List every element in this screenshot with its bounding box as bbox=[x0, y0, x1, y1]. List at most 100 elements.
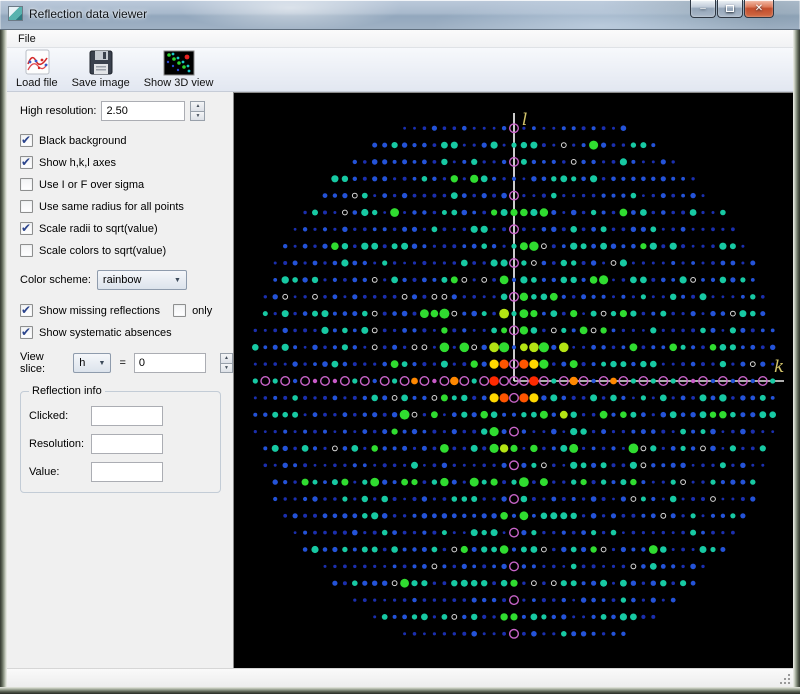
reflection-dot[interactable] bbox=[363, 362, 367, 366]
reflection-dot[interactable] bbox=[472, 143, 476, 147]
reflection-dot[interactable] bbox=[612, 497, 615, 501]
reflection-dot[interactable] bbox=[441, 614, 448, 620]
reflection-dot[interactable] bbox=[391, 142, 398, 149]
reflection-dot[interactable] bbox=[519, 242, 528, 251]
reflection-dot[interactable] bbox=[353, 412, 357, 417]
reflection-dot[interactable] bbox=[491, 209, 498, 216]
reflection-dot[interactable] bbox=[522, 194, 526, 198]
reflection-dot[interactable] bbox=[571, 395, 576, 400]
reflection-dot[interactable] bbox=[481, 513, 487, 519]
reflection-dot[interactable] bbox=[273, 496, 278, 502]
reflection-dot[interactable] bbox=[670, 479, 676, 485]
reflection-dot[interactable] bbox=[353, 497, 357, 501]
reflection-dot[interactable] bbox=[431, 411, 438, 419]
reflection-dot[interactable] bbox=[581, 159, 586, 165]
reflection-dot[interactable] bbox=[721, 329, 725, 332]
reflection-dot[interactable] bbox=[601, 345, 606, 350]
reflection-dot[interactable] bbox=[342, 429, 347, 434]
reflection-dot[interactable] bbox=[581, 546, 587, 553]
reflection-dot[interactable] bbox=[701, 345, 705, 350]
reflection-dot[interactable] bbox=[701, 564, 705, 569]
reflection-dot[interactable] bbox=[699, 411, 707, 419]
reflection-dot[interactable] bbox=[532, 513, 536, 518]
reflection-dot[interactable] bbox=[422, 126, 427, 130]
reflection-ring[interactable] bbox=[698, 376, 709, 387]
reflection-dot[interactable] bbox=[542, 126, 546, 130]
reflection-dot[interactable] bbox=[402, 530, 407, 535]
reflection-dot[interactable] bbox=[661, 227, 665, 231]
reflection-dot[interactable] bbox=[569, 443, 579, 453]
reflection-dot[interactable] bbox=[641, 480, 646, 485]
reflection-ring[interactable] bbox=[509, 325, 520, 336]
reflection-dot[interactable] bbox=[750, 294, 756, 300]
reflection-dot[interactable] bbox=[649, 242, 657, 250]
reflection-dot[interactable] bbox=[422, 598, 427, 602]
reflection-dot[interactable] bbox=[470, 579, 478, 587]
reflection-dot[interactable] bbox=[531, 277, 537, 283]
reflection-ring[interactable] bbox=[391, 580, 398, 587]
reflection-dot[interactable] bbox=[500, 579, 508, 587]
reflection-dot[interactable] bbox=[539, 359, 549, 369]
reflection-ring[interactable] bbox=[630, 496, 637, 502]
reflection-dot[interactable] bbox=[630, 226, 637, 232]
reflection-dot[interactable] bbox=[460, 579, 468, 587]
reflection-dot[interactable] bbox=[681, 294, 686, 299]
reflection-dot[interactable] bbox=[670, 462, 676, 468]
reflection-dot[interactable] bbox=[750, 260, 756, 266]
reflection-dot[interactable] bbox=[660, 193, 666, 199]
reflection-dot[interactable] bbox=[442, 497, 447, 501]
view-slice-axis-dropdown[interactable]: h ▼ bbox=[73, 353, 112, 373]
reflection-dot[interactable] bbox=[341, 175, 349, 182]
reflection-dot[interactable] bbox=[333, 463, 337, 468]
reflection-ring[interactable] bbox=[690, 277, 697, 283]
reflection-dot[interactable] bbox=[650, 580, 656, 586]
reflection-ring[interactable] bbox=[461, 277, 468, 283]
reflection-dot[interactable] bbox=[701, 278, 705, 282]
reflection-dot[interactable] bbox=[599, 410, 608, 419]
reflection-dot[interactable] bbox=[432, 277, 437, 282]
view-slice-input[interactable] bbox=[133, 353, 206, 373]
reflection-dot[interactable] bbox=[392, 497, 397, 501]
reflection-dot[interactable] bbox=[282, 327, 288, 334]
reflection-dot[interactable] bbox=[323, 278, 327, 282]
reflection-dot[interactable] bbox=[362, 227, 367, 232]
reflection-dot[interactable] bbox=[711, 244, 715, 248]
reflection-dot[interactable] bbox=[442, 227, 447, 232]
reflection-dot[interactable] bbox=[582, 312, 585, 315]
reflection-dot[interactable] bbox=[441, 513, 448, 519]
reflection-dot[interactable] bbox=[371, 512, 379, 520]
reflection-dot[interactable] bbox=[432, 143, 437, 147]
reflection-dot[interactable] bbox=[342, 496, 348, 502]
reflection-dot[interactable] bbox=[671, 396, 675, 400]
reflection-dot[interactable] bbox=[481, 529, 487, 536]
reflection-dot[interactable] bbox=[342, 581, 347, 586]
reflection-dot[interactable] bbox=[472, 395, 477, 400]
reflection-dot[interactable] bbox=[532, 227, 536, 231]
reflection-dot[interactable] bbox=[382, 159, 388, 165]
reflection-dot[interactable] bbox=[391, 412, 398, 418]
reflection-dot[interactable] bbox=[462, 614, 467, 620]
reflection-dot[interactable] bbox=[690, 311, 696, 317]
reflection-dot[interactable] bbox=[313, 227, 317, 231]
reflection-dot[interactable] bbox=[610, 394, 617, 402]
reflection-dot[interactable] bbox=[641, 581, 646, 585]
reflection-dot[interactable] bbox=[691, 328, 696, 333]
reflection-dot[interactable] bbox=[520, 141, 528, 149]
show-hkl-axes-checkbox[interactable]: Show h,k,l axes bbox=[20, 155, 233, 169]
reflection-dot[interactable] bbox=[373, 615, 377, 619]
reflection-dot[interactable] bbox=[651, 311, 656, 316]
reflection-dot[interactable] bbox=[382, 479, 388, 485]
reflection-dot[interactable] bbox=[373, 463, 377, 467]
reflection-dot[interactable] bbox=[719, 344, 727, 351]
reflection-dot[interactable] bbox=[542, 160, 546, 164]
reflection-dot[interactable] bbox=[293, 480, 297, 484]
reflection-dot[interactable] bbox=[630, 192, 637, 199]
reflection-dot[interactable] bbox=[759, 445, 766, 452]
reflection-dot[interactable] bbox=[691, 345, 696, 350]
reflection-dot[interactable] bbox=[530, 444, 538, 453]
reflection-dot[interactable] bbox=[611, 160, 616, 164]
reflection-dot[interactable] bbox=[372, 530, 377, 535]
reflection-dot[interactable] bbox=[323, 210, 327, 215]
reflection-dot[interactable] bbox=[392, 261, 397, 265]
reflection-dot[interactable] bbox=[561, 227, 566, 232]
